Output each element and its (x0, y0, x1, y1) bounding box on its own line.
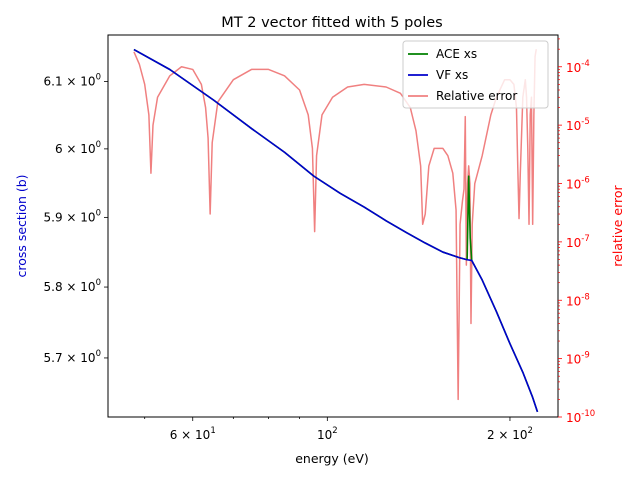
x-tick-label: 2 × 102 (487, 426, 533, 442)
x-axis-label: energy (eV) (295, 451, 369, 466)
y2-axis-label: relative error (610, 184, 625, 266)
legend-label: VF xs (436, 68, 468, 82)
chart-title: MT 2 vector fitted with 5 poles (221, 15, 442, 31)
y-tick-label: 6 × 100 (55, 140, 101, 156)
plot-frame (107, 34, 559, 418)
legend: ACE xs VF xs Relative error (402, 40, 549, 109)
y-axis-label: cross section (b) (14, 174, 29, 277)
legend-box (402, 40, 549, 109)
y-tick-label: 5.7 × 100 (44, 349, 101, 365)
y-tick-label: 6.1 × 100 (44, 73, 101, 89)
legend-label: ACE xs (436, 47, 477, 61)
series-line-relative-error (133, 49, 538, 401)
y-tick-label: 5.8 × 100 (44, 278, 101, 294)
y-tick-label: 5.9 × 100 (44, 208, 101, 224)
series-line-vf-xs (133, 48, 539, 413)
legend-label: Relative error (436, 89, 517, 103)
x-tick-label: 6 × 101 (170, 426, 216, 442)
